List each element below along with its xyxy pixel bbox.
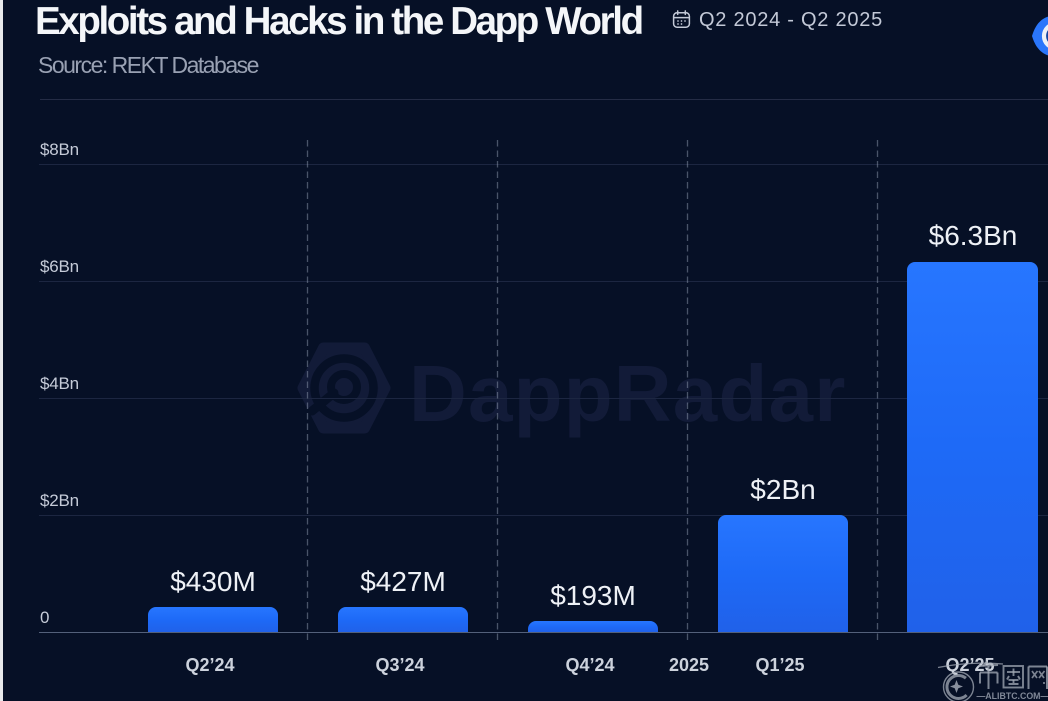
svg-text:—ALIBTC.COM—: —ALIBTC.COM— [977,691,1048,701]
